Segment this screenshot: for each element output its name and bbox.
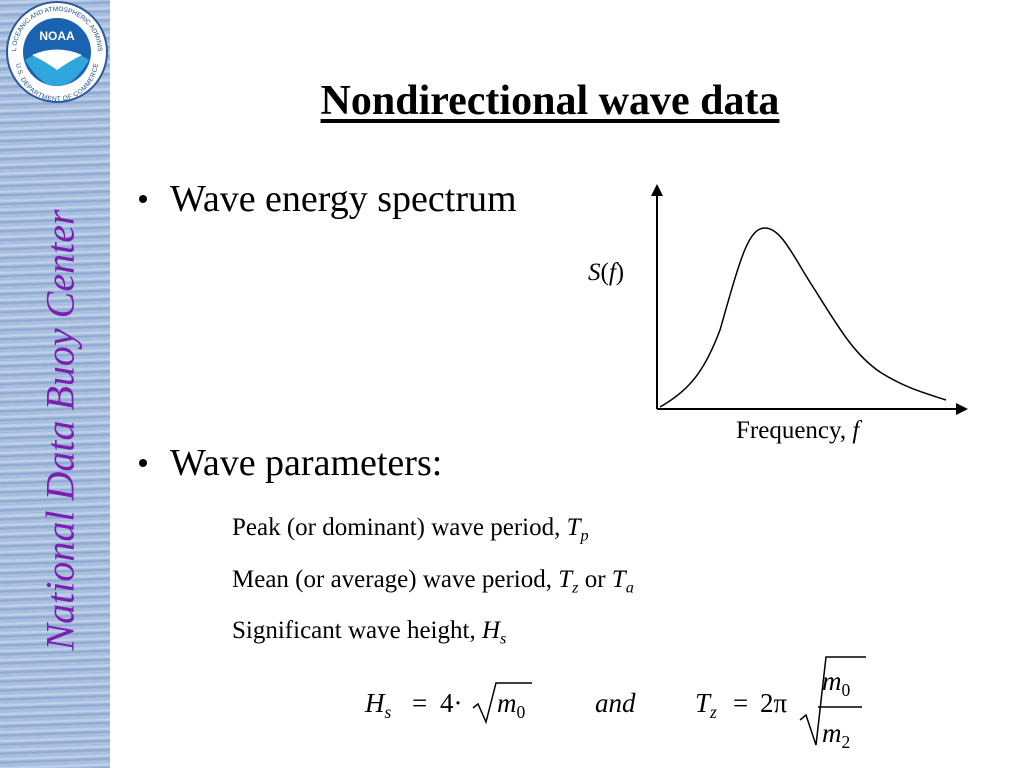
- label-part: (: [600, 259, 609, 286]
- formula-sub: s: [384, 702, 392, 723]
- formula-part: 4·: [440, 688, 463, 718]
- parameter: Significant wave height, Hs: [232, 618, 506, 647]
- formula-symbol: m: [822, 718, 842, 748]
- param-sub: p: [580, 526, 589, 545]
- sqrt-sign: [472, 682, 532, 725]
- param-sub: z: [572, 578, 579, 597]
- label-part: ): [615, 259, 625, 286]
- bullet-text: Wave energy spectrum: [170, 178, 517, 220]
- formula-part: =: [733, 688, 749, 718]
- parameter: Peak (or dominant) wave period, Tp: [232, 515, 589, 544]
- logo-abbr: NOAA: [39, 29, 75, 43]
- formula-sub: z: [710, 702, 717, 723]
- param-symbol: H: [481, 617, 501, 644]
- param-sub: s: [500, 629, 507, 648]
- formula-sub: 0: [516, 702, 526, 723]
- formula-symbol: m: [822, 666, 842, 696]
- label-part: S: [588, 259, 601, 286]
- param-text: Peak (or dominant) wave period,: [232, 514, 567, 541]
- sidebar: NATIONAL OCEANIC AND ATMOSPHERIC ADMINIS…: [0, 0, 110, 768]
- logo: NATIONAL OCEANIC AND ATMOSPHERIC ADMINIS…: [2, 0, 108, 103]
- label-part: f: [852, 417, 860, 444]
- axes: [656, 192, 962, 410]
- label-part: f: [608, 259, 616, 286]
- param-symbol: T: [558, 566, 573, 593]
- slide-title: Nondirectional wave data: [320, 78, 780, 124]
- logo-bird: [32, 49, 82, 70]
- formula-part: 2π: [760, 688, 788, 718]
- param-text: or: [578, 566, 612, 593]
- formula-symbol: H: [365, 688, 385, 718]
- parameter: Mean (or average) wave period, Tz or Ta: [232, 567, 634, 596]
- formula-part: m0: [822, 668, 850, 700]
- bullet-dot: [139, 459, 147, 467]
- param-symbol: T: [611, 566, 626, 593]
- formula-symbol: T: [695, 688, 711, 718]
- formula-part: and: [595, 688, 636, 718]
- param-text: Mean (or average) wave period,: [232, 566, 559, 593]
- radicals: [472, 656, 866, 746]
- formula-part: Tz: [695, 690, 717, 722]
- x-arrow: [956, 403, 968, 415]
- formula-part: Hs: [365, 690, 391, 722]
- formula-symbol: m: [497, 688, 517, 718]
- x-axis-label: Frequency, f: [736, 418, 859, 443]
- formula-sub: 2: [841, 732, 851, 753]
- param-sub: a: [625, 578, 634, 597]
- formula-part: m0: [497, 690, 525, 722]
- label-part: Frequency,: [736, 417, 853, 444]
- param-text: Significant wave height,: [232, 617, 482, 644]
- bullet-text: Wave parameters:: [170, 442, 443, 484]
- y-arrow: [651, 184, 663, 196]
- formula-sub: 0: [841, 680, 851, 701]
- spectrum-curve: [659, 227, 947, 408]
- y-axis-label: S(f): [588, 260, 624, 285]
- formula-part: =: [412, 688, 428, 718]
- formula-part: m2: [822, 720, 850, 752]
- bullet-dot: [139, 195, 147, 203]
- sqrt-sign: [799, 656, 866, 746]
- param-symbol: T: [566, 514, 581, 541]
